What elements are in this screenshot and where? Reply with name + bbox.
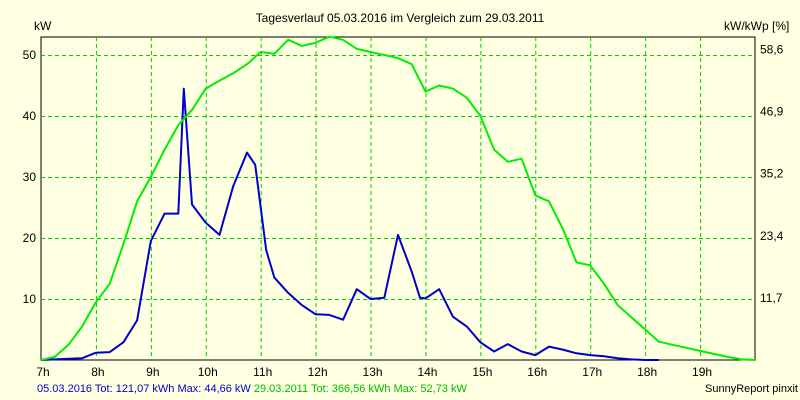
x-tick-label: 11h — [253, 365, 272, 379]
x-tick-label: 8h — [91, 365, 104, 379]
x-tick-label: 15h — [472, 365, 492, 379]
y2-tick-label: 46,9 — [760, 105, 784, 119]
x-tick-label: 17h — [582, 365, 602, 379]
series-lines — [40, 35, 756, 361]
y-axis-unit-left: kW — [34, 19, 52, 33]
x-tick-label: 7h — [36, 365, 49, 379]
axis-labels: 7h 8h 9h 10h 11h 12h 13h 14h 15h 16h 17h 18h 19h 10 20… — [23, 43, 784, 379]
footer-series-2016: 05.03.2016 Tot: 121,07 kWh Max: 44,66 kW — [37, 383, 251, 395]
y2-tick-label: 11,7 — [760, 291, 783, 305]
y-tick-label: 10 — [23, 292, 37, 306]
footer-credit: SunnyReport pinxit — [705, 383, 798, 395]
series-line-2016 — [40, 87, 659, 361]
y-axis-unit-right: kW/kWp [%] — [724, 19, 790, 33]
x-tick-label: 14h — [417, 365, 437, 379]
chart-title: Tagesverlauf 05.03.2016 im Vergleich zum… — [255, 11, 545, 25]
x-tick-label: 13h — [363, 365, 383, 379]
footer-summary: 05.03.2016 Tot: 121,07 kWh Max: 44,66 kW… — [37, 383, 467, 395]
grid-lines — [41, 37, 755, 360]
x-tick-label: 12h — [308, 365, 328, 379]
x-tick-label: 10h — [198, 365, 218, 379]
x-tick-label: 16h — [527, 365, 547, 379]
y2-tick-label: 35,2 — [760, 167, 784, 181]
y-tick-label: 50 — [23, 48, 37, 62]
x-tick-label: 19h — [692, 365, 712, 379]
x-tick-label: 9h — [146, 365, 159, 379]
y-tick-label: 30 — [23, 170, 37, 184]
series-line-2011 — [40, 35, 756, 361]
y-tick-label: 40 — [23, 109, 37, 123]
y2-tick-label: 23,4 — [760, 229, 784, 243]
y2-tick-label: 58,6 — [760, 43, 784, 57]
x-tick-label: 18h — [637, 365, 657, 379]
y-tick-label: 20 — [23, 231, 37, 245]
footer-series-2011: 29.03.2011 Tot: 366,56 kWh Max: 52,73 kW — [250, 383, 467, 395]
plot-area — [40, 36, 756, 361]
